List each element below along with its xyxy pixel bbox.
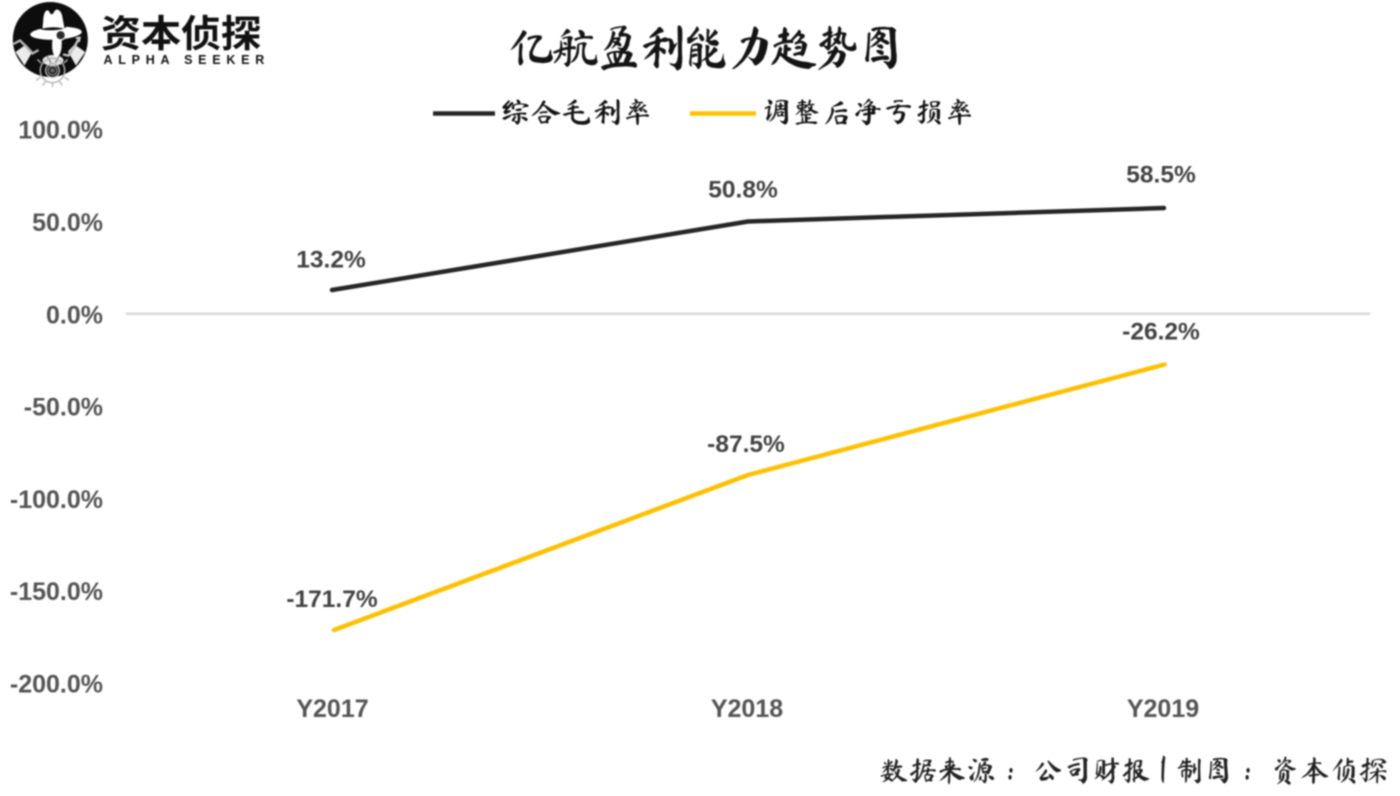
svg-text:-171.7%: -171.7% (286, 586, 377, 613)
svg-text:58.5%: 58.5% (1126, 161, 1196, 188)
svg-text:Y2019: Y2019 (1127, 695, 1199, 723)
svg-text:13.2%: 13.2% (296, 246, 366, 273)
svg-text:0.0%: 0.0% (46, 301, 103, 329)
svg-text:-200.0%: -200.0% (10, 670, 103, 698)
svg-text:-50.0%: -50.0% (24, 393, 103, 421)
svg-text:-100.0%: -100.0% (10, 486, 103, 514)
svg-text:ALPHA SEEKER: ALPHA SEEKER (104, 53, 270, 67)
svg-text:50.0%: 50.0% (32, 209, 103, 237)
svg-text:-26.2%: -26.2% (1122, 318, 1200, 345)
svg-text:50.8%: 50.8% (708, 176, 778, 203)
svg-text:100.0%: 100.0% (18, 117, 103, 145)
svg-text:Y2017: Y2017 (296, 695, 368, 723)
svg-text:Y2018: Y2018 (711, 695, 783, 723)
svg-text:-150.0%: -150.0% (10, 578, 103, 606)
svg-text:-87.5%: -87.5% (707, 431, 785, 458)
